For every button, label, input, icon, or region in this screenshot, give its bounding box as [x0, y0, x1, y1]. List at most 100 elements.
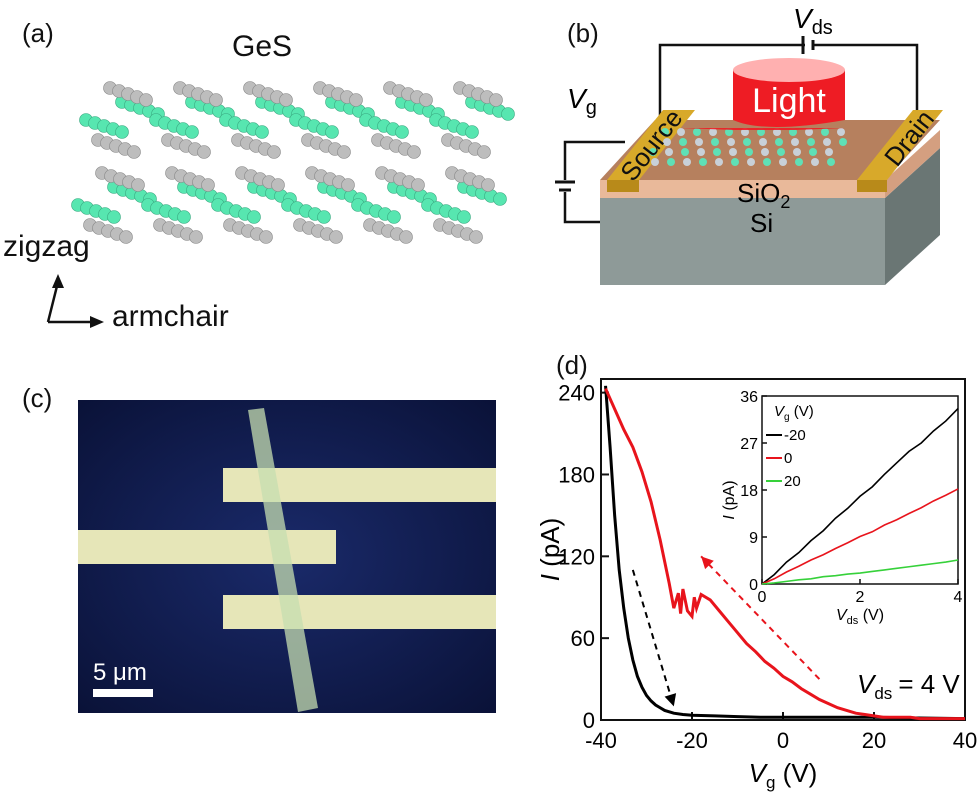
inset-x-tick-label: 0: [758, 589, 767, 606]
green-atom: [255, 125, 269, 139]
inset-series-line-2: [761, 559, 959, 585]
green-atom: [465, 125, 479, 139]
optical-micrograph: 5 μm: [78, 400, 496, 713]
flake-atom: [793, 148, 801, 156]
x-axis-label: Vg (V): [749, 758, 818, 792]
gray-atom: [131, 178, 145, 192]
gray-atom: [139, 93, 153, 107]
green-atom: [387, 210, 401, 224]
gray-atom: [477, 145, 491, 159]
flake-atom: [725, 128, 733, 136]
y-tick-label: 180: [558, 462, 595, 487]
electrode-middle: [78, 530, 336, 564]
flake-atom: [699, 158, 707, 166]
flake-atom: [693, 128, 701, 136]
sio2-label: SiO2: [737, 178, 790, 212]
green-atom: [185, 125, 199, 139]
inset-y-tick-label: 27: [740, 436, 758, 453]
device-schematic: Vds Vg Light Source Drain SiO2 Si: [555, 3, 943, 285]
source-electrode: [607, 110, 695, 180]
vds-annotation: Vds = 4 V: [857, 669, 960, 703]
green-atom: [457, 210, 471, 224]
flake-atom: [665, 148, 673, 156]
series-line-0: [604, 385, 966, 721]
inset-y-tick-label: 36: [740, 389, 758, 406]
flake-atom: [821, 128, 829, 136]
panel-a-material-label: GeS: [232, 30, 293, 63]
gray-atom: [127, 145, 141, 159]
flake-atom: [713, 148, 721, 156]
gray-atom: [489, 93, 503, 107]
gray-atom: [407, 145, 421, 159]
electrode-bottom: [223, 595, 496, 629]
green-atom: [493, 192, 507, 206]
flake-atom: [681, 148, 689, 156]
flake-atom: [731, 158, 739, 166]
flake-atom: [661, 128, 669, 136]
x-tick-label: 0: [777, 728, 789, 753]
flake-atom: [743, 138, 751, 146]
flake-atom: [791, 138, 799, 146]
gray-atom: [259, 230, 273, 244]
flake-atom: [679, 138, 687, 146]
flake-atom: [827, 158, 835, 166]
gray-atom: [329, 230, 343, 244]
gray-atom: [349, 93, 363, 107]
flake-atom: [667, 158, 675, 166]
green-atom: [177, 210, 191, 224]
inset-legend-entry-2: 20: [784, 473, 801, 490]
vds-circuit-wire-right: [813, 43, 919, 118]
green-atom: [317, 210, 331, 224]
flake-atom: [697, 148, 705, 156]
inset-x-tick-label: 4: [954, 589, 963, 606]
sio2-layer-front: [600, 180, 885, 198]
green-atom: [325, 125, 339, 139]
flake-atom: [711, 138, 719, 146]
x-tick-label: -40: [585, 728, 617, 753]
inset-y-tick-label: 9: [749, 530, 758, 547]
inset-series-line-0: [761, 407, 959, 585]
drain-electrode: [857, 110, 943, 180]
gray-atom: [419, 93, 433, 107]
light-label: Light: [752, 82, 826, 120]
vg-label: Vg: [567, 83, 597, 119]
vg-circuit-wire: [563, 140, 625, 180]
green-atom: [247, 210, 261, 224]
flake-atom: [715, 158, 723, 166]
inset-series-line-1: [761, 488, 959, 585]
flake-atom: [727, 138, 735, 146]
flake-atom: [763, 158, 771, 166]
y-axis-label: I (pA): [539, 518, 565, 582]
inset-legend-entry-1: 0: [784, 450, 792, 467]
inset-y-tick-label: 18: [740, 483, 758, 500]
inset-x-tick-label: 2: [856, 589, 865, 606]
flake-atom: [709, 128, 717, 136]
flake-atom: [837, 128, 845, 136]
green-atom: [107, 210, 121, 224]
gray-atom: [469, 230, 483, 244]
sweep-arrowhead-0: [664, 693, 677, 707]
axis-armchair-label: armchair: [112, 300, 229, 333]
flake-atom: [683, 158, 691, 166]
x-tick-label: -20: [676, 728, 708, 753]
flake-atom: [775, 138, 783, 146]
gray-atom: [201, 178, 215, 192]
y-tick-label: 240: [558, 381, 595, 406]
gray-atom: [197, 145, 211, 159]
flake-atom: [651, 158, 659, 166]
flake-atom: [695, 138, 703, 146]
inset-x-axis-label: Vds (V): [836, 607, 884, 627]
flake-atom: [649, 148, 657, 156]
sweep-arrowhead-1: [701, 556, 714, 570]
gray-atom: [189, 230, 203, 244]
si-substrate-front: [600, 198, 885, 285]
flake-atom: [825, 148, 833, 156]
flake-atom: [747, 158, 755, 166]
flake-atom: [779, 158, 787, 166]
flake-atom: [777, 148, 785, 156]
flake-atom: [729, 148, 737, 156]
inset-y-axis-label: I (pA): [721, 480, 738, 519]
y-tick-label: 0: [583, 708, 595, 733]
gray-atom: [481, 178, 495, 192]
flake-atom: [809, 148, 817, 156]
